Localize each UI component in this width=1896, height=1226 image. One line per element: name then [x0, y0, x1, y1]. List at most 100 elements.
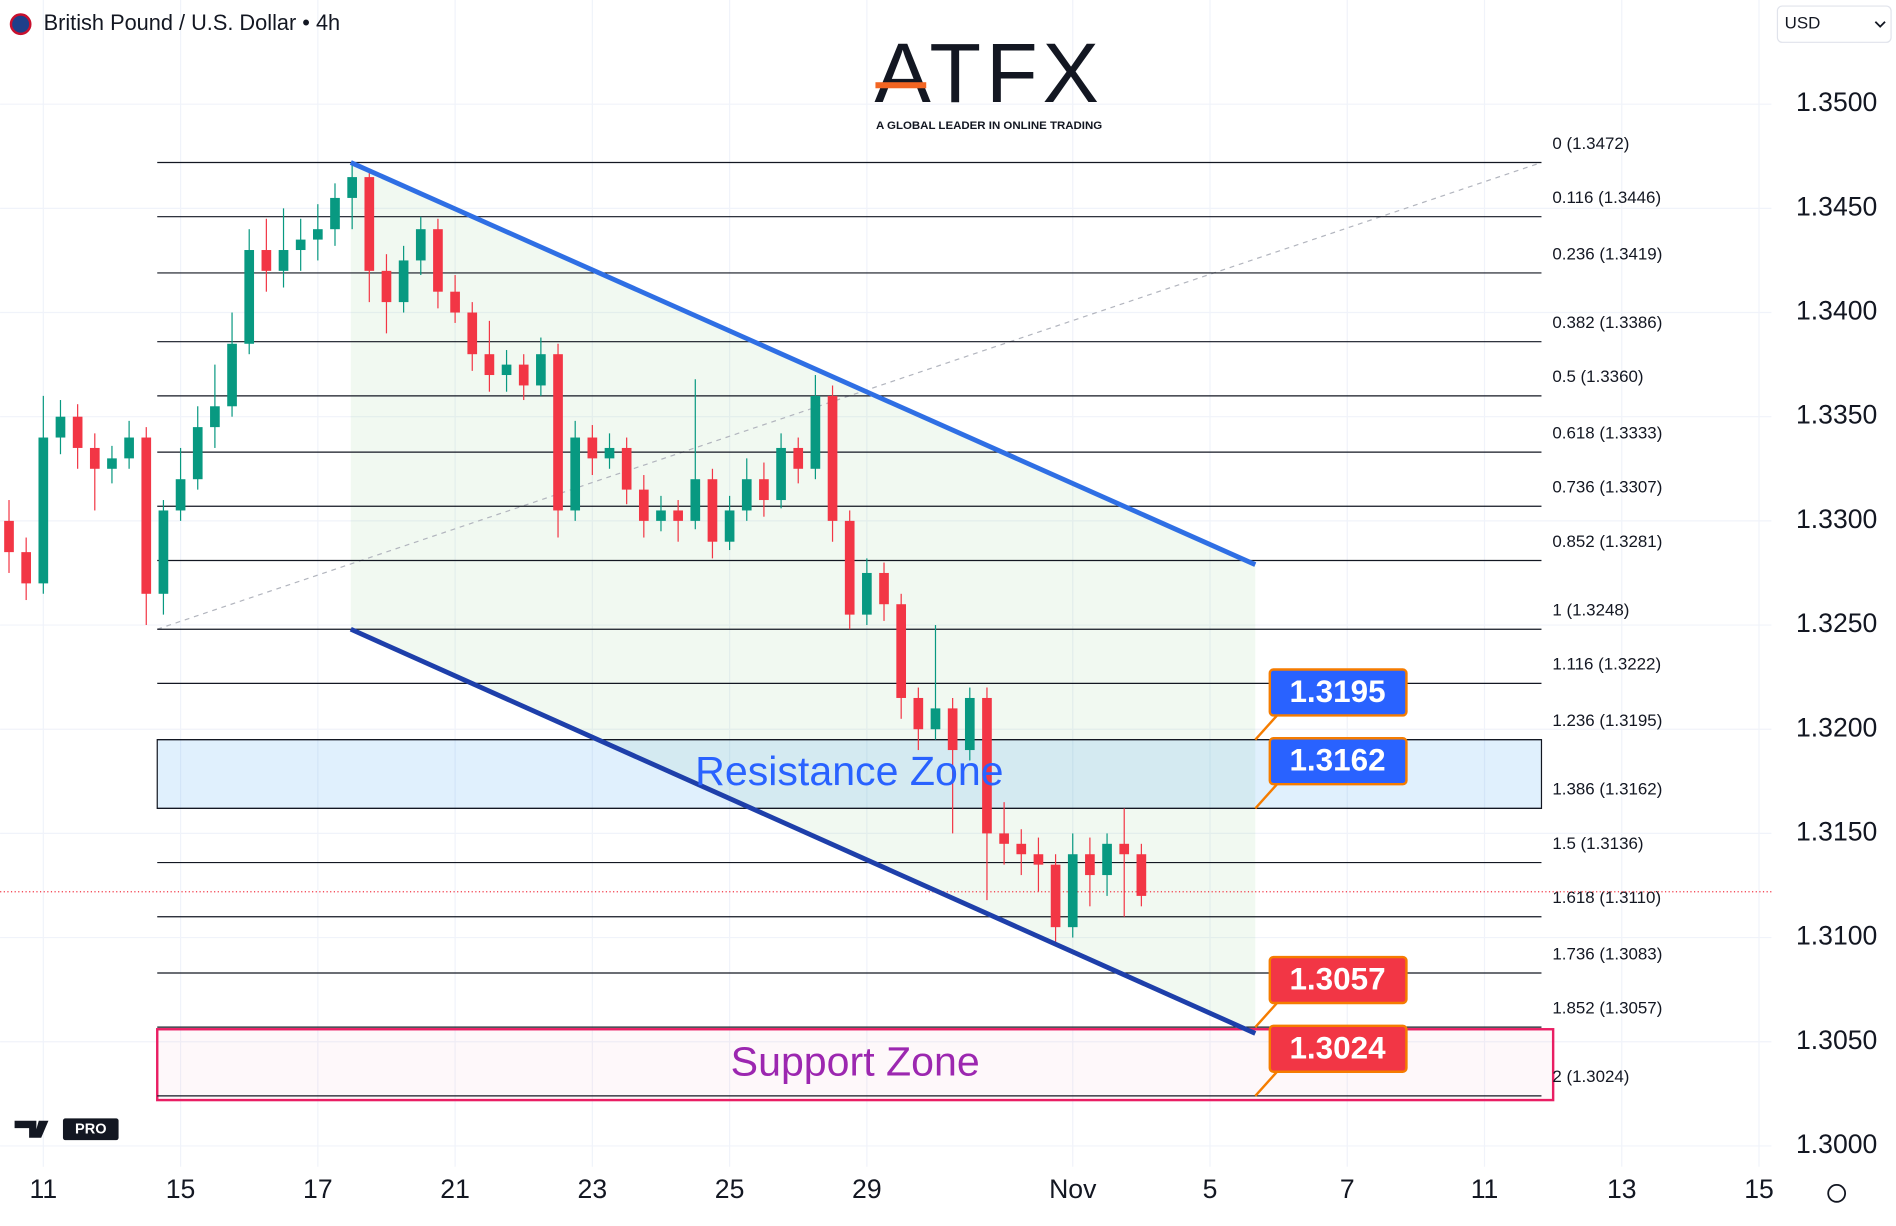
x-tick-label: 21	[440, 1174, 470, 1204]
candle	[107, 445, 117, 484]
candle-body	[1033, 854, 1044, 865]
candle	[227, 312, 237, 417]
fib-label: 2 (1.3024)	[1552, 1067, 1629, 1086]
candle	[1033, 837, 1044, 892]
candle-body	[244, 250, 255, 344]
candle	[467, 302, 478, 371]
candle	[1016, 829, 1027, 876]
candle	[1102, 833, 1112, 896]
x-tick-label: 29	[852, 1174, 882, 1204]
fib-label: 1 (1.3248)	[1552, 601, 1629, 620]
candle-body	[587, 437, 598, 459]
candle-body	[1050, 864, 1061, 928]
candle-body	[158, 510, 169, 594]
candle	[604, 433, 615, 469]
candle-body	[72, 416, 83, 448]
x-tick-label: 13	[1607, 1174, 1637, 1204]
flag-icon	[9, 13, 32, 36]
badge-pointer	[1254, 1070, 1278, 1097]
candle	[312, 204, 323, 261]
candle-body	[947, 708, 958, 751]
badge-label: 1.3162	[1289, 743, 1385, 778]
logo-accent	[875, 82, 927, 89]
candle	[347, 162, 357, 230]
candle	[433, 218, 443, 309]
candle	[656, 495, 666, 532]
candle-body	[1136, 854, 1147, 896]
candle	[1119, 808, 1130, 917]
fib-label: 0.236 (1.3419)	[1552, 244, 1662, 263]
candle-body	[501, 364, 512, 376]
candle	[450, 275, 460, 323]
fib-label: 1.236 (1.3195)	[1552, 711, 1662, 730]
candle	[982, 687, 992, 901]
x-tick-label: Nov	[1049, 1174, 1097, 1204]
candle-body	[896, 604, 907, 698]
tv-logo	[14, 1120, 49, 1138]
candle-body	[415, 229, 426, 261]
fib-label: 1.618 (1.3110)	[1552, 888, 1661, 907]
candle-body	[707, 479, 718, 542]
currency-select[interactable]	[1776, 5, 1892, 43]
candle-body	[398, 260, 409, 303]
candle	[570, 420, 581, 521]
candle-body	[124, 437, 134, 459]
y-tick-label: 1.3000	[1796, 1129, 1877, 1159]
candle-body	[89, 447, 100, 469]
candle	[518, 354, 529, 401]
candle	[175, 447, 186, 521]
candle-body	[656, 510, 666, 521]
candle	[621, 437, 632, 505]
logo-tagline: A GLOBAL LEADER IN ONLINE TRADING	[876, 120, 1102, 132]
candle-body	[913, 697, 924, 730]
badge-pointer	[1254, 1002, 1278, 1028]
candle-body	[604, 447, 615, 459]
y-tick-label: 1.3050	[1796, 1025, 1877, 1055]
fib-label: 0 (1.3472)	[1552, 134, 1629, 153]
candle	[844, 510, 855, 630]
settings-icon[interactable]	[1827, 1183, 1847, 1203]
candle	[141, 427, 152, 626]
candle-body	[518, 364, 529, 386]
candle	[55, 400, 66, 455]
candle	[810, 375, 821, 480]
zone-label: Resistance Zone	[695, 748, 1003, 794]
candle-body	[278, 250, 289, 271]
y-tick-label: 1.3450	[1796, 191, 1877, 221]
fib-trend-line	[157, 161, 1542, 630]
x-tick-label: 25	[715, 1174, 745, 1204]
candle	[587, 425, 598, 476]
badge	[1268, 737, 1408, 786]
fib-label: 1.852 (1.3057)	[1552, 998, 1662, 1017]
fib-label: 1.5 (1.3136)	[1552, 834, 1643, 853]
channel-line	[349, 627, 1257, 1036]
logo-name: ATFX	[874, 25, 1103, 120]
candle	[72, 404, 83, 469]
candle-body	[450, 291, 460, 313]
badge	[1268, 1024, 1408, 1073]
badge-pointer	[1254, 714, 1278, 741]
y-tick-label: 1.3400	[1796, 296, 1877, 326]
candle-body	[467, 312, 478, 355]
candle	[501, 350, 512, 392]
candle-body	[844, 520, 855, 615]
x-tick-label: 11	[1471, 1174, 1499, 1204]
y-tick-label: 1.3350	[1796, 400, 1877, 430]
candle	[896, 593, 907, 719]
candle	[364, 170, 375, 303]
candle	[415, 216, 426, 276]
candle-body	[982, 697, 992, 834]
channel-fill	[350, 162, 1256, 1034]
y-tick-label: 1.3500	[1796, 87, 1877, 117]
pro-label: PRO	[75, 1122, 106, 1138]
x-tick-label: 17	[303, 1174, 333, 1204]
channel-line	[349, 160, 1257, 567]
badge-label: 1.3024	[1289, 1030, 1386, 1065]
candle-body	[553, 354, 563, 511]
fib-label: 0.736 (1.3307)	[1552, 478, 1662, 497]
candle-body	[192, 427, 203, 480]
candle-body	[793, 447, 804, 469]
